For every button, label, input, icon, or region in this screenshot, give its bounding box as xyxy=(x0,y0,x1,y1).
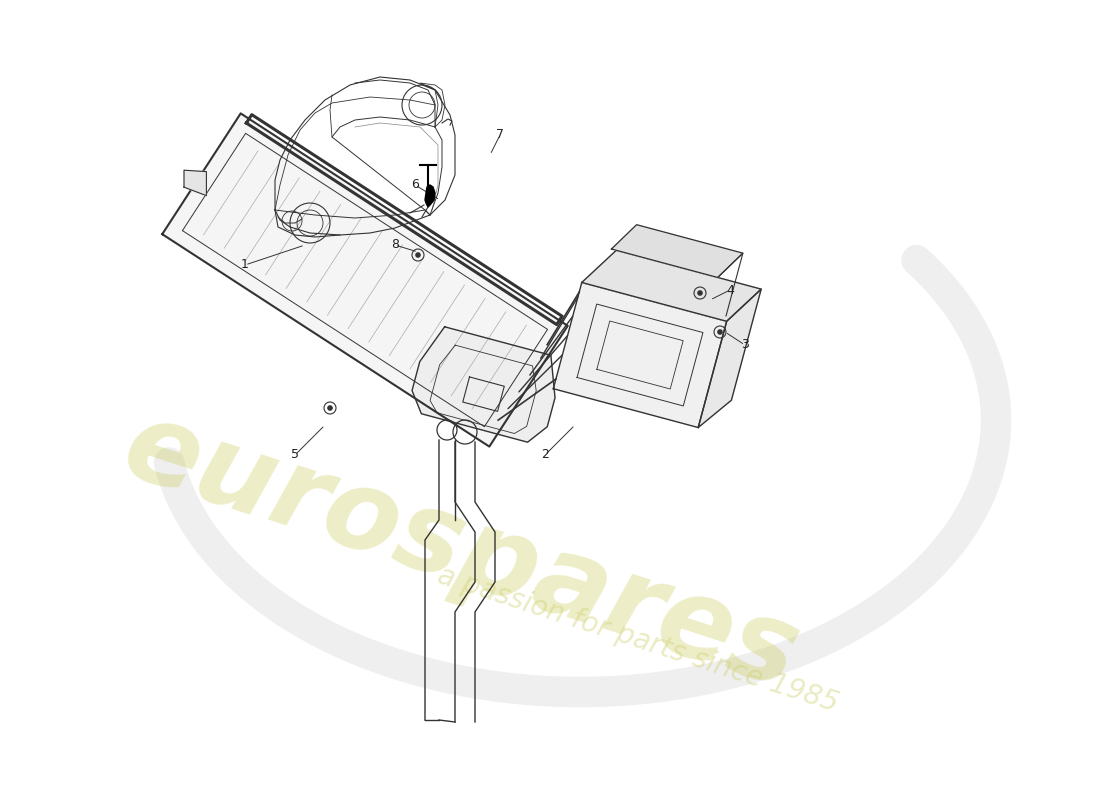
Polygon shape xyxy=(582,250,761,322)
Polygon shape xyxy=(162,114,568,446)
Polygon shape xyxy=(425,185,435,207)
Polygon shape xyxy=(184,170,207,196)
Polygon shape xyxy=(698,289,761,427)
Circle shape xyxy=(416,253,420,257)
Text: 6: 6 xyxy=(411,178,419,191)
Text: a passion for parts since 1985: a passion for parts since 1985 xyxy=(434,562,842,718)
Text: 1: 1 xyxy=(241,258,249,271)
Text: 3: 3 xyxy=(741,338,749,351)
Circle shape xyxy=(697,291,702,295)
Text: 7: 7 xyxy=(496,129,504,142)
Text: 8: 8 xyxy=(390,238,399,251)
Polygon shape xyxy=(612,225,742,278)
Circle shape xyxy=(328,406,332,410)
Text: eurospares: eurospares xyxy=(111,393,813,711)
Text: 4: 4 xyxy=(726,283,734,297)
Text: 5: 5 xyxy=(292,449,299,462)
Circle shape xyxy=(718,330,722,334)
Text: 2: 2 xyxy=(541,449,549,462)
Polygon shape xyxy=(553,282,727,427)
Polygon shape xyxy=(412,326,556,442)
